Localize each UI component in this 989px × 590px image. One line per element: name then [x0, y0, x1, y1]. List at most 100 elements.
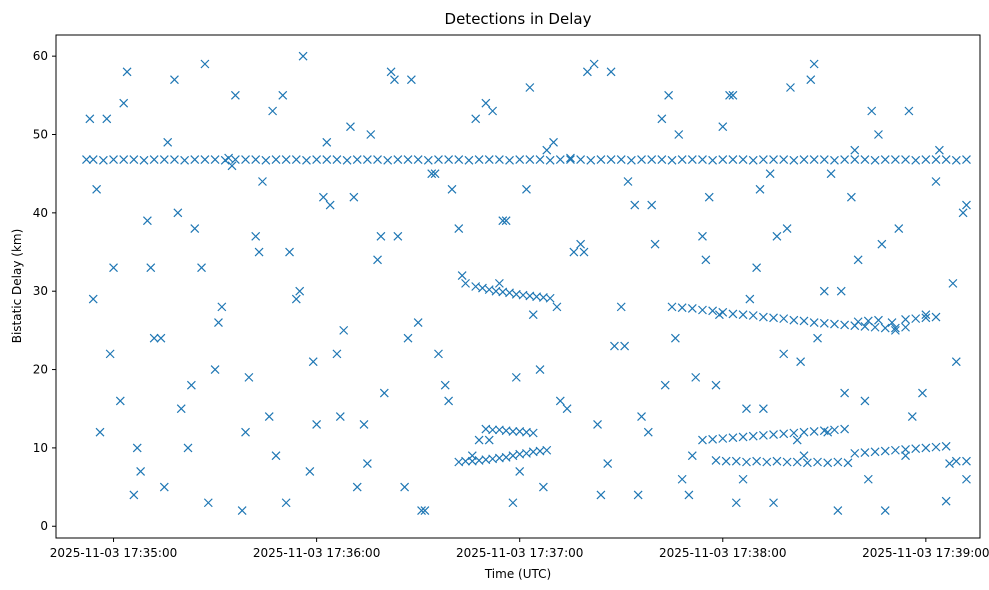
data-point: [484, 285, 494, 295]
data-point: [376, 231, 386, 241]
data-point: [271, 155, 281, 164]
data-point: [643, 427, 653, 437]
data-point: [298, 51, 308, 61]
data-point: [670, 333, 680, 343]
data-point: [312, 419, 322, 429]
data-point: [962, 200, 971, 210]
data-point: [860, 448, 870, 458]
data-point: [562, 404, 572, 414]
data-point: [582, 67, 592, 77]
data-point: [704, 192, 714, 202]
data-point: [149, 155, 159, 164]
data-point: [156, 333, 166, 343]
y-axis: 0 10 20 30 40 50 60: [33, 49, 56, 533]
data-point: [799, 427, 809, 437]
data-point: [745, 294, 755, 304]
data-point: [403, 155, 413, 164]
data-point: [708, 155, 718, 165]
data-point: [637, 412, 646, 421]
data-point: [217, 302, 227, 312]
y-tick-label: 10: [33, 441, 48, 455]
data-point: [647, 200, 657, 210]
data-point: [948, 278, 958, 288]
data-point: [765, 169, 775, 179]
data-point: [921, 155, 931, 164]
data-point: [271, 451, 281, 461]
data-point: [901, 155, 910, 164]
data-point: [755, 184, 765, 194]
data-point: [738, 155, 748, 164]
data-point: [626, 155, 636, 165]
data-point: [173, 208, 183, 218]
data-point: [230, 155, 240, 164]
data-point: [163, 137, 173, 147]
data-point: [186, 380, 196, 390]
data-point: [606, 155, 616, 164]
data-point: [82, 155, 91, 164]
data-point: [467, 451, 477, 461]
data-point: [799, 316, 809, 326]
data-point: [684, 490, 694, 500]
data-point: [88, 155, 98, 164]
data-point: [850, 155, 860, 164]
data-point: [772, 456, 782, 466]
data-point: [901, 451, 910, 461]
data-point: [799, 451, 809, 461]
data-point: [406, 75, 416, 85]
data-point: [545, 293, 555, 303]
x-tick-label: 2025-11-03 17:35:00: [50, 546, 177, 560]
data-point: [423, 155, 433, 165]
data-point: [400, 482, 410, 492]
data-point: [698, 231, 707, 241]
data-point: [132, 443, 142, 453]
data-point: [427, 169, 437, 179]
data-point: [809, 318, 819, 327]
data-point: [142, 216, 152, 226]
data-point: [88, 294, 98, 304]
data-point: [159, 482, 169, 492]
data-point: [911, 314, 921, 324]
data-point: [796, 357, 806, 367]
data-point: [386, 67, 396, 77]
data-point: [210, 155, 220, 164]
data-point: [170, 155, 179, 164]
data-point: [806, 75, 816, 85]
data-point: [318, 192, 328, 202]
data-point: [393, 231, 403, 241]
data-point: [921, 310, 931, 320]
data-point: [758, 312, 768, 322]
data-point: [731, 456, 741, 466]
data-point: [210, 365, 220, 374]
data-point: [251, 231, 261, 241]
data-point: [200, 155, 210, 164]
data-point: [850, 145, 860, 155]
data-point: [471, 114, 481, 124]
data-point: [352, 482, 362, 492]
data-point: [840, 155, 850, 164]
data-point: [511, 372, 521, 382]
data-point: [664, 90, 674, 100]
data-point: [650, 239, 660, 249]
data-point: [305, 466, 315, 476]
data-point: [102, 114, 112, 124]
data-point: [769, 430, 778, 440]
data-point: [146, 263, 156, 273]
data-point: [901, 314, 910, 324]
data-point: [748, 311, 758, 320]
data-point: [352, 155, 362, 164]
data-point: [772, 231, 782, 241]
data-point: [434, 155, 443, 164]
data-point: [373, 255, 382, 265]
data-point: [789, 315, 799, 325]
data-point: [721, 456, 731, 466]
data-point: [359, 419, 369, 429]
data-point: [122, 67, 132, 77]
data-point: [833, 457, 843, 467]
data-point: [606, 67, 616, 77]
data-point: [484, 435, 494, 445]
data-point: [860, 396, 870, 406]
data-point: [197, 263, 206, 273]
data-point: [779, 429, 789, 439]
data-point: [579, 247, 589, 257]
data-point: [687, 304, 697, 313]
